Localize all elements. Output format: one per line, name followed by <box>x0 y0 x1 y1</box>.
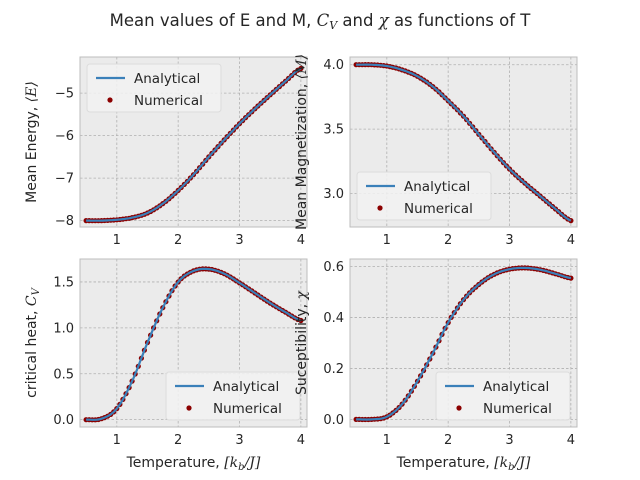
legend: Analytical Numerical <box>356 171 492 221</box>
chart-panel-1: 1 2 3 4 −8 −7 −6 −5 Analytical Numerical Mean Ener… <box>24 56 308 248</box>
series-analytical-line <box>86 67 302 222</box>
x-axis-label-sub: b <box>238 462 244 473</box>
legend-numerical-swatch <box>377 205 383 211</box>
x-tick-label: 2 <box>174 233 182 248</box>
y-axis-label-text: Suceptibility, <box>294 299 310 395</box>
chart-panel-3: 1 2 3 4 0.0 0.5 1.0 1.5 Analytical Numerical criti… <box>24 258 308 473</box>
y-axis-label: Mean Magnetization, ⟨M⟩ <box>294 54 310 230</box>
y-tick-label: 0.2 <box>323 362 344 377</box>
chart-panel-2: 1 2 3 4 3.0 3.5 4.0 Analytical Numerical Mean Mag… <box>294 54 578 248</box>
x-tick-label: 1 <box>113 433 121 448</box>
y-tick-label: 0.4 <box>323 311 344 326</box>
legend: Analytical Numerical <box>165 371 301 421</box>
x-tick-label: 4 <box>297 233 305 248</box>
legend-box <box>86 63 222 113</box>
x-tick-label: 4 <box>567 233 575 248</box>
legend-analytical-label: Analytical <box>404 179 470 195</box>
y-axis-label-math: χ <box>294 289 310 300</box>
y-tick-label: −7 <box>55 172 74 187</box>
y-axis-label: Mean Energy, ⟨E⟩ <box>24 81 40 203</box>
x-axis-label-text: Temperature, <box>126 455 225 471</box>
y-tick-label: 0.0 <box>323 413 344 428</box>
legend-numerical-label: Numerical <box>134 93 203 109</box>
legend-numerical-swatch <box>107 97 113 103</box>
y-tick-label: 3.5 <box>323 123 344 138</box>
plot-frame <box>79 258 308 428</box>
y-axis-label-text: Mean Magnetization, <box>294 79 310 230</box>
x-axis-label: Temperature, [kb/J] <box>396 455 531 473</box>
legend-numerical-swatch <box>456 405 462 411</box>
y-tick-label: 1.0 <box>53 321 74 336</box>
y-axis-label-text: Mean Energy, <box>24 102 40 203</box>
x-axis-label-math: [k <box>494 455 508 471</box>
legend-analytical-label: Analytical <box>134 71 200 87</box>
x-axis-label: Temperature, [kb/J] <box>126 455 261 473</box>
x-axis-label-math2: /J] <box>243 455 261 471</box>
y-axis-label-math: C <box>24 295 40 306</box>
x-axis-label-sub: b <box>508 462 514 473</box>
x-tick-label: 3 <box>235 433 243 448</box>
x-tick-label: 2 <box>444 433 452 448</box>
x-axis-label-math2: /J] <box>513 455 531 471</box>
legend-numerical-label: Numerical <box>213 401 282 417</box>
legend-box <box>435 371 571 421</box>
series-analytical-line <box>356 63 572 222</box>
legend-box <box>356 171 492 221</box>
x-tick-label: 3 <box>505 433 513 448</box>
x-tick-label: 1 <box>113 233 121 248</box>
x-tick-label: 2 <box>174 433 182 448</box>
y-axis-label-math: ⟨E⟩ <box>24 81 40 102</box>
figure-title: Mean values of E and M, CV and χ as func… <box>110 11 532 32</box>
y-tick-label: 0.6 <box>323 260 344 275</box>
x-tick-label: 4 <box>297 433 305 448</box>
y-tick-label: 4.0 <box>323 58 344 73</box>
y-tick-label: −5 <box>55 87 74 102</box>
x-tick-label: 1 <box>383 233 391 248</box>
legend-numerical-label: Numerical <box>404 201 473 217</box>
y-axis-label: Suceptibility, χ <box>294 289 310 395</box>
x-tick-label: 2 <box>444 233 452 248</box>
legend-box <box>165 371 301 421</box>
series-analytical-line <box>356 266 572 421</box>
y-tick-label: 0.5 <box>53 367 74 382</box>
series-analytical-line <box>86 267 302 421</box>
plot-frame <box>349 258 578 428</box>
plot-frame <box>349 56 578 228</box>
legend-numerical-swatch <box>186 405 192 411</box>
y-axis-label-math: ⟨M⟩ <box>294 54 310 79</box>
y-tick-label: 3.0 <box>323 187 344 202</box>
plot-frame <box>79 56 308 228</box>
y-tick-label: −6 <box>55 129 74 144</box>
legend-analytical-label: Analytical <box>213 379 279 395</box>
chart-panel-4: 1 2 3 4 0.0 0.2 0.4 0.6 Analytical Numerical Sucep… <box>294 258 578 473</box>
legend-analytical-label: Analytical <box>483 379 549 395</box>
y-tick-label: −8 <box>55 214 74 229</box>
legend: Analytical Numerical <box>435 371 571 421</box>
x-axis-label-text: Temperature, <box>396 455 495 471</box>
y-axis-label: critical heat, CV <box>24 286 42 398</box>
x-tick-label: 3 <box>235 233 243 248</box>
y-axis-label-sub: V <box>31 286 42 295</box>
x-axis-label-math: [k <box>224 455 238 471</box>
x-tick-label: 4 <box>567 433 575 448</box>
x-tick-label: 1 <box>383 433 391 448</box>
y-axis-label-text: critical heat, <box>24 306 40 398</box>
x-tick-label: 3 <box>505 233 513 248</box>
y-tick-label: 1.5 <box>53 275 74 290</box>
legend: Analytical Numerical <box>86 63 222 113</box>
legend-numerical-label: Numerical <box>483 401 552 417</box>
y-tick-label: 0.0 <box>53 413 74 428</box>
